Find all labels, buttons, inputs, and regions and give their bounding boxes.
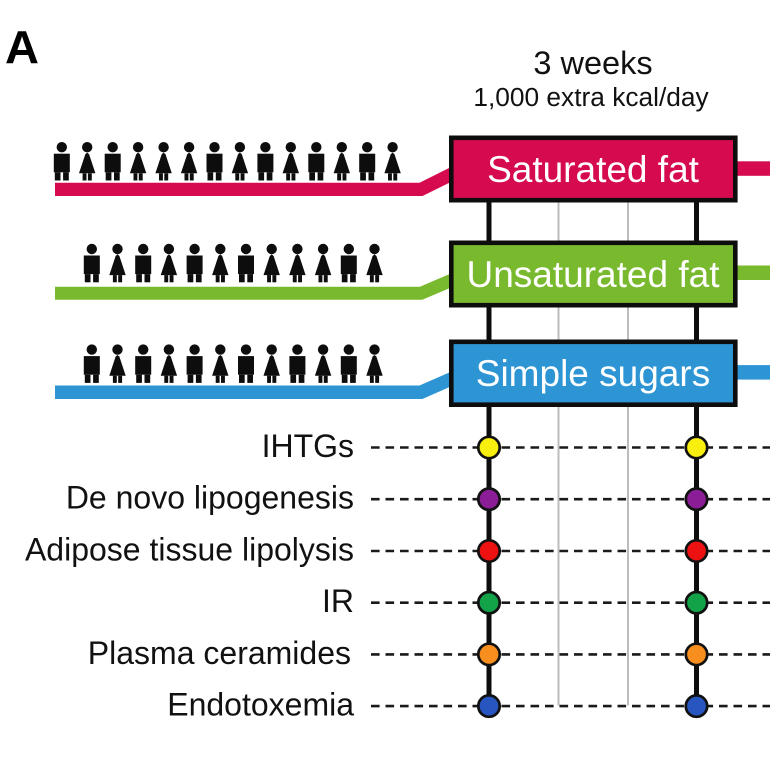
svg-text:Adipose tissue lipolysis: Adipose tissue lipolysis — [25, 532, 354, 568]
svg-text:Simple sugars: Simple sugars — [476, 353, 710, 394]
svg-text:A: A — [5, 21, 39, 73]
svg-text:Unsaturated fat: Unsaturated fat — [467, 254, 721, 295]
svg-text:Plasma ceramides: Plasma ceramides — [88, 635, 351, 671]
svg-text:Saturated fat: Saturated fat — [487, 149, 700, 190]
svg-text:IR: IR — [322, 583, 354, 619]
svg-text:1,000 extra kcal/day: 1,000 extra kcal/day — [473, 82, 709, 112]
svg-text:3 weeks: 3 weeks — [533, 45, 652, 81]
svg-text:Endotoxemia: Endotoxemia — [167, 687, 354, 723]
svg-text:IHTGs: IHTGs — [262, 428, 354, 464]
svg-text:De novo lipogenesis: De novo lipogenesis — [66, 480, 354, 516]
